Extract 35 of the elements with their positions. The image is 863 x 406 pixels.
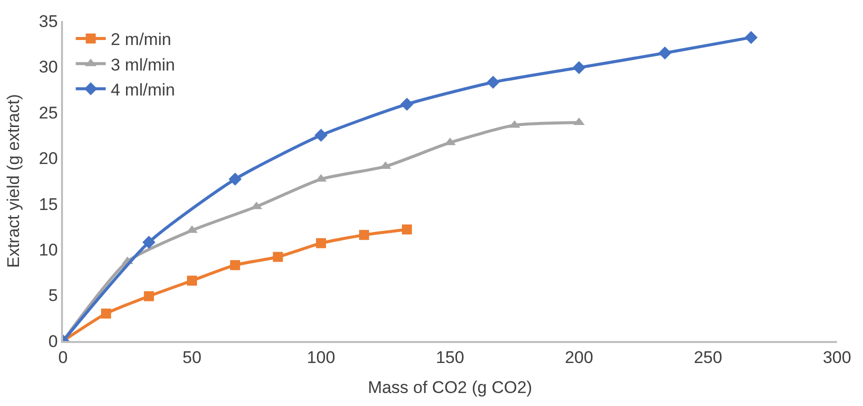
- x-axis-title: Mass of CO2 (g CO2): [368, 378, 532, 398]
- y-tick-label: 10: [38, 240, 58, 260]
- point: [144, 291, 154, 302]
- point: [400, 98, 414, 111]
- legend-label: 2 m/min: [110, 30, 172, 50]
- point: [316, 238, 326, 248]
- x-tick-label: 150: [436, 348, 464, 368]
- legend-label: 4 ml/min: [110, 80, 175, 100]
- x-tick-label: 250: [694, 348, 722, 368]
- x-tick-label: 200: [564, 348, 594, 368]
- y-tick-label: 15: [38, 194, 58, 214]
- point: [402, 224, 412, 234]
- y-tick-label: 0: [48, 332, 58, 351]
- point: [314, 128, 328, 142]
- y-tick-label: 5: [48, 286, 58, 306]
- point: [230, 260, 240, 270]
- point: [101, 308, 112, 319]
- point: [359, 230, 370, 240]
- point: [187, 276, 197, 286]
- legend-label: 3 ml/min: [110, 55, 175, 74]
- point: [272, 252, 283, 262]
- y-tick-label: 35: [38, 12, 58, 31]
- point: [486, 76, 500, 89]
- point: [658, 46, 672, 60]
- point: [142, 236, 156, 249]
- x-tick-label: 100: [306, 348, 336, 368]
- y-tick-label: 30: [38, 58, 58, 77]
- y-tick-label: 20: [38, 149, 58, 168]
- y-axis-title: Extract yield (g extract): [4, 94, 23, 268]
- x-tick-label: 300: [822, 348, 852, 368]
- point: [744, 30, 758, 44]
- point: [572, 61, 586, 74]
- point: [228, 172, 242, 186]
- x-tick-label: 50: [182, 348, 202, 368]
- y-tick-label: 25: [38, 103, 58, 122]
